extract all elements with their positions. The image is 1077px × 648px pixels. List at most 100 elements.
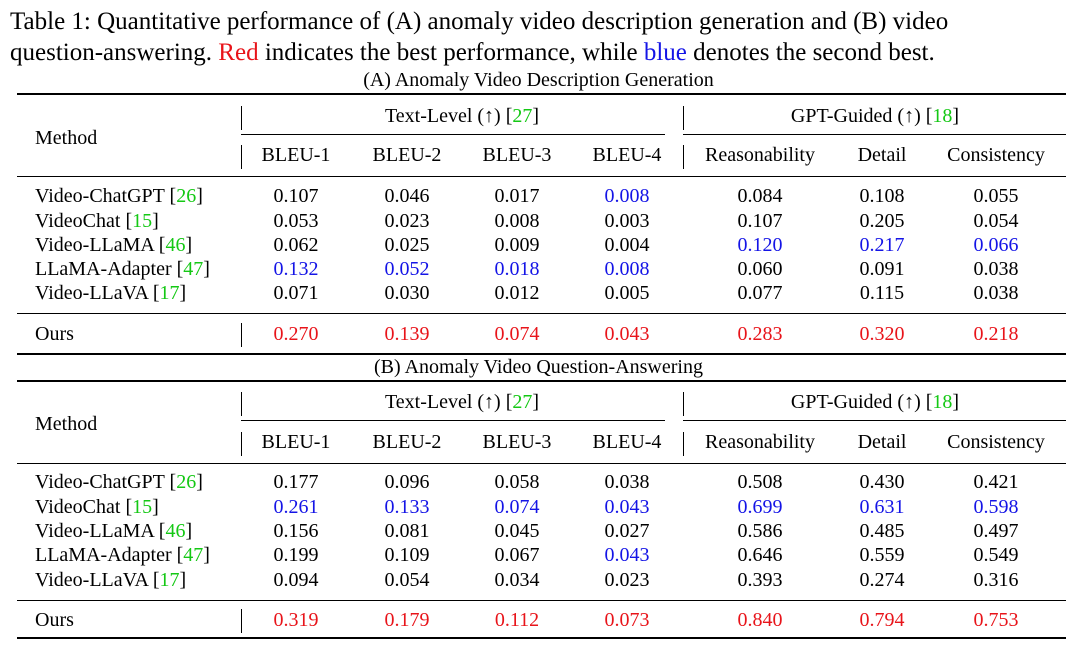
- group-bracket: ]: [952, 105, 960, 127]
- table-cell: 0.508: [737, 471, 783, 493]
- citation-link[interactable]: 17: [159, 282, 180, 304]
- group-bracket: ]: [952, 391, 960, 413]
- ours-rule: [17, 600, 1066, 601]
- table-cell: 0.008: [604, 185, 650, 207]
- table-cell: 0.096: [384, 471, 430, 493]
- citation-link[interactable]: 47: [183, 544, 204, 566]
- method-label: Video-ChatGPT [: [35, 471, 177, 493]
- table-cell: 0.699: [737, 496, 783, 518]
- method-label: LLaMA-Adapter [: [35, 258, 184, 280]
- table-cell: 0.109: [384, 544, 430, 566]
- table-cell: 0.009: [494, 234, 540, 256]
- ours-cell: 0.320: [859, 323, 905, 345]
- bottom-rule: [17, 637, 1066, 639]
- column-header: BLEU-1: [261, 144, 331, 166]
- table-cell: 0.008: [494, 210, 540, 232]
- column-header: Detail: [857, 431, 907, 453]
- group-underline: [683, 420, 1066, 421]
- group-bracket: ]: [532, 105, 540, 127]
- table-cell: 0.156: [273, 520, 319, 542]
- method-label: LLaMA-Adapter [: [35, 544, 184, 566]
- table-cell: 0.084: [737, 185, 783, 207]
- group-bracket: ]: [532, 391, 540, 413]
- method-label: Video-LLaMA [: [35, 520, 166, 542]
- method-name: LLaMA-Adapter [47]: [35, 543, 210, 567]
- table-cell: 0.030: [384, 282, 430, 304]
- caption-line-2: question-answering. Red indicates the be…: [10, 37, 1070, 68]
- column-header: BLEU-2: [372, 144, 442, 166]
- table-cell: 0.393: [737, 569, 783, 591]
- table-cell: 0.108: [859, 185, 905, 207]
- method-bracket: ]: [185, 520, 193, 542]
- column-header: Reasonability: [705, 144, 815, 166]
- column-separator: [683, 392, 684, 416]
- method-bracket: ]: [203, 258, 210, 280]
- column-separator: [683, 145, 684, 169]
- citation-link[interactable]: 15: [132, 210, 153, 232]
- table-cell: 0.023: [604, 569, 650, 591]
- citation-link[interactable]: 15: [132, 496, 153, 518]
- table-cell: 0.485: [859, 520, 905, 542]
- top-rule: [17, 380, 1066, 382]
- table-cell: 0.038: [973, 282, 1019, 304]
- citation-link[interactable]: 27: [512, 105, 533, 127]
- table-cell: 0.053: [273, 210, 319, 232]
- group-label: Text-Level (↑) [: [384, 105, 513, 127]
- citation-link[interactable]: 46: [165, 520, 186, 542]
- ours-cell: 0.043: [604, 323, 650, 345]
- table-cell: 0.008: [604, 258, 650, 280]
- table-cell: 0.025: [384, 234, 430, 256]
- method-bracket: ]: [179, 569, 187, 591]
- method-bracket: ]: [196, 471, 203, 493]
- column-separator: [241, 106, 242, 130]
- column-separator: [241, 609, 242, 633]
- table-cell: 0.005: [604, 282, 650, 304]
- table-cell: 0.217: [859, 234, 905, 256]
- citation-link[interactable]: 27: [512, 391, 533, 413]
- citation-link[interactable]: 47: [183, 258, 204, 280]
- caption-red-word: Red: [218, 39, 259, 66]
- method-label: VideoChat [: [35, 210, 133, 232]
- method-label: Video-ChatGPT [: [35, 185, 177, 207]
- column-separator: [683, 106, 684, 130]
- ours-label: Ours: [35, 323, 74, 345]
- table-cell: 0.074: [494, 496, 540, 518]
- ours-label: Ours: [35, 609, 74, 631]
- table-subtitle: (B) Anomaly Video Question-Answering: [374, 356, 703, 378]
- table-cell: 0.012: [494, 282, 540, 304]
- caption-text: question-answering.: [10, 39, 219, 66]
- table-cell: 0.054: [973, 210, 1019, 232]
- table-cell: 0.071: [273, 282, 319, 304]
- citation-link[interactable]: 26: [176, 185, 197, 207]
- citation-link[interactable]: 18: [932, 391, 953, 413]
- method-name: Video-ChatGPT [26]: [35, 470, 203, 494]
- citation-link[interactable]: 17: [159, 569, 180, 591]
- column-header: Reasonability: [705, 431, 815, 453]
- column-header: Consistency: [947, 144, 1045, 166]
- ours-rule: [17, 313, 1066, 314]
- table-cell: 0.054: [384, 569, 430, 591]
- citation-link[interactable]: 26: [176, 471, 197, 493]
- group-underline: [241, 134, 665, 135]
- table-cell: 0.274: [859, 569, 905, 591]
- table-cell: 0.046: [384, 185, 430, 207]
- column-separator: [241, 432, 242, 456]
- header-rule: [17, 176, 1066, 177]
- table-cell: 0.017: [494, 185, 540, 207]
- caption-blue-word: blue: [643, 39, 687, 66]
- citation-link[interactable]: 18: [932, 105, 953, 127]
- group-label: GPT-Guided (↑) [: [790, 391, 933, 413]
- column-separator: [241, 323, 242, 347]
- table-cell: 0.316: [973, 569, 1019, 591]
- table-cell: 0.027: [604, 520, 650, 542]
- table-cell: 0.261: [273, 496, 319, 518]
- ours-cell: 0.139: [384, 323, 430, 345]
- citation-link[interactable]: 46: [165, 234, 186, 256]
- table-cell: 0.115: [859, 282, 905, 304]
- bottom-rule: [17, 353, 1066, 355]
- ours-cell: 0.179: [384, 609, 430, 631]
- method-name: Video-LLaMA [46]: [35, 519, 192, 543]
- table-cell: 0.199: [273, 544, 319, 566]
- table-cell: 0.081: [384, 520, 430, 542]
- column-header: BLEU-2: [372, 431, 442, 453]
